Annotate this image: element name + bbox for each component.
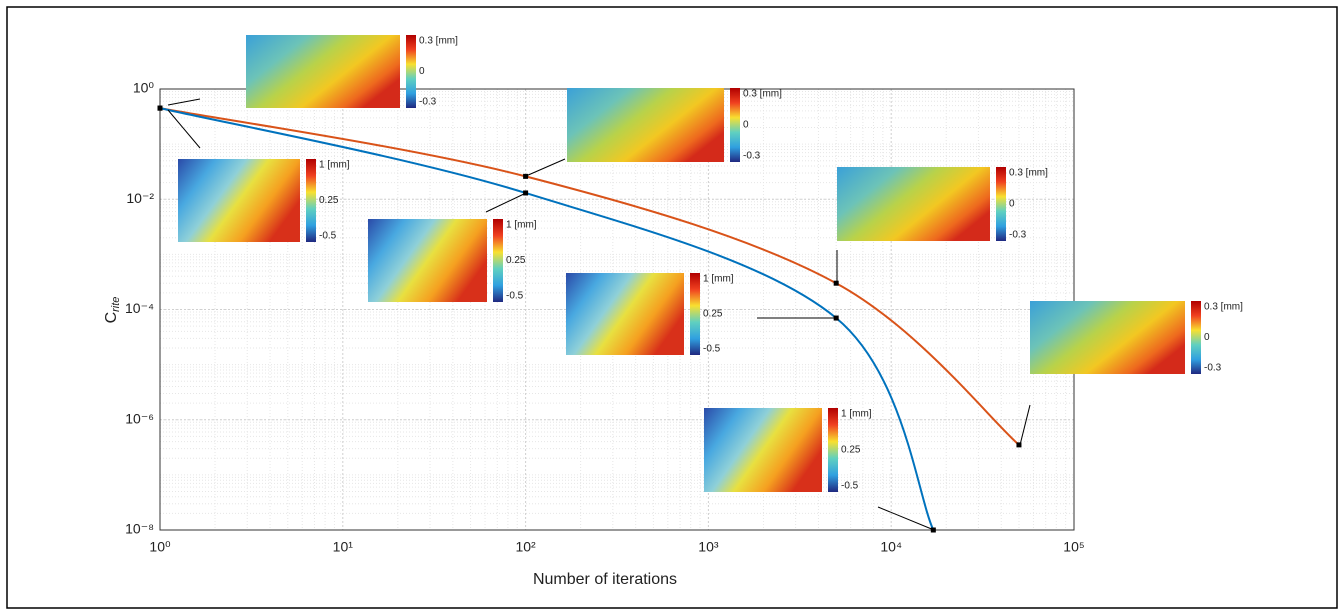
colorbar-label: -0.5 — [703, 344, 721, 355]
inset-map — [246, 35, 400, 108]
colorbar-label: 0 — [743, 120, 749, 131]
inset-map — [704, 408, 822, 492]
inset-map — [837, 167, 990, 241]
y-tick-label: 10⁻⁶ — [125, 410, 154, 426]
x-tick-label: 10³ — [698, 539, 719, 555]
colorbar-label: 1 [mm] — [841, 409, 872, 420]
colorbar-label: -0.3 — [743, 151, 761, 162]
colorbar — [828, 408, 838, 492]
colorbar-label: 0.3 [mm] — [743, 89, 782, 100]
leader-line — [1019, 404, 1031, 446]
point-marker — [523, 173, 529, 179]
colorbar-label: -0.5 — [319, 231, 337, 242]
colorbar-label: -0.5 — [841, 481, 859, 492]
series-line — [159, 107, 1020, 446]
point-marker — [1016, 442, 1022, 448]
inset-map — [368, 219, 487, 302]
colorbar — [996, 167, 1006, 241]
colorbar-label: 0.25 — [506, 255, 526, 266]
y-label-main: C — [103, 312, 120, 324]
point-marker — [833, 280, 839, 286]
colorbar — [406, 35, 416, 108]
x-tick-label: 10² — [515, 539, 536, 555]
colorbar-label: -0.3 — [1009, 230, 1027, 241]
colorbar-label: -0.3 — [419, 97, 437, 108]
colorbar-label: 0.25 — [319, 195, 339, 206]
colorbar — [493, 219, 503, 302]
x-axis-label: Number of iterations — [533, 571, 677, 588]
colorbar-label: -0.3 — [1204, 363, 1222, 374]
colorbar — [1191, 301, 1201, 374]
colorbar-label: 0 — [1009, 199, 1015, 210]
inset-map — [178, 159, 300, 242]
leader-line — [877, 506, 935, 531]
colorbar-label: 0.25 — [841, 445, 861, 456]
y-tick-label: 10⁻⁸ — [125, 521, 154, 537]
y-tick-label: 10⁻⁴ — [125, 300, 154, 316]
y-axis-label: Crite — [103, 297, 122, 324]
colorbar-label: 0.3 [mm] — [1204, 302, 1243, 313]
colorbar-label: 1 [mm] — [319, 160, 350, 171]
x-tick-label: 10¹ — [333, 539, 354, 555]
frame — [6, 6, 1338, 609]
colorbar-label: 0.3 [mm] — [1009, 168, 1048, 179]
colorbar-label: 0 — [1204, 332, 1210, 343]
x-tick-label: 10⁰ — [149, 539, 171, 555]
colorbar-label: 0.3 [mm] — [419, 36, 458, 47]
leader-line — [485, 192, 527, 213]
inset-map — [566, 273, 684, 355]
colorbar-label: 1 [mm] — [506, 220, 537, 231]
colorbar — [730, 88, 740, 162]
colorbar-label: 1 [mm] — [703, 274, 734, 285]
series-line — [159, 107, 935, 531]
y-tick-label: 10⁰ — [133, 80, 155, 96]
point-marker — [157, 105, 163, 111]
leader-line — [525, 158, 566, 177]
inset-map — [1030, 301, 1185, 374]
colorbar-label: -0.5 — [506, 291, 524, 302]
colorbar-label: 0.25 — [703, 309, 723, 320]
leader-line — [167, 98, 201, 106]
y-tick-label: 10⁻² — [126, 190, 154, 206]
y-label-sub: rite — [110, 297, 122, 312]
inset-map — [567, 88, 724, 162]
colorbar-label: 0 — [419, 66, 425, 77]
x-tick-label: 10⁵ — [1063, 539, 1084, 555]
colorbar — [690, 273, 700, 355]
colorbar — [306, 159, 316, 242]
leader-line — [167, 109, 201, 149]
x-tick-label: 10⁴ — [880, 539, 902, 555]
